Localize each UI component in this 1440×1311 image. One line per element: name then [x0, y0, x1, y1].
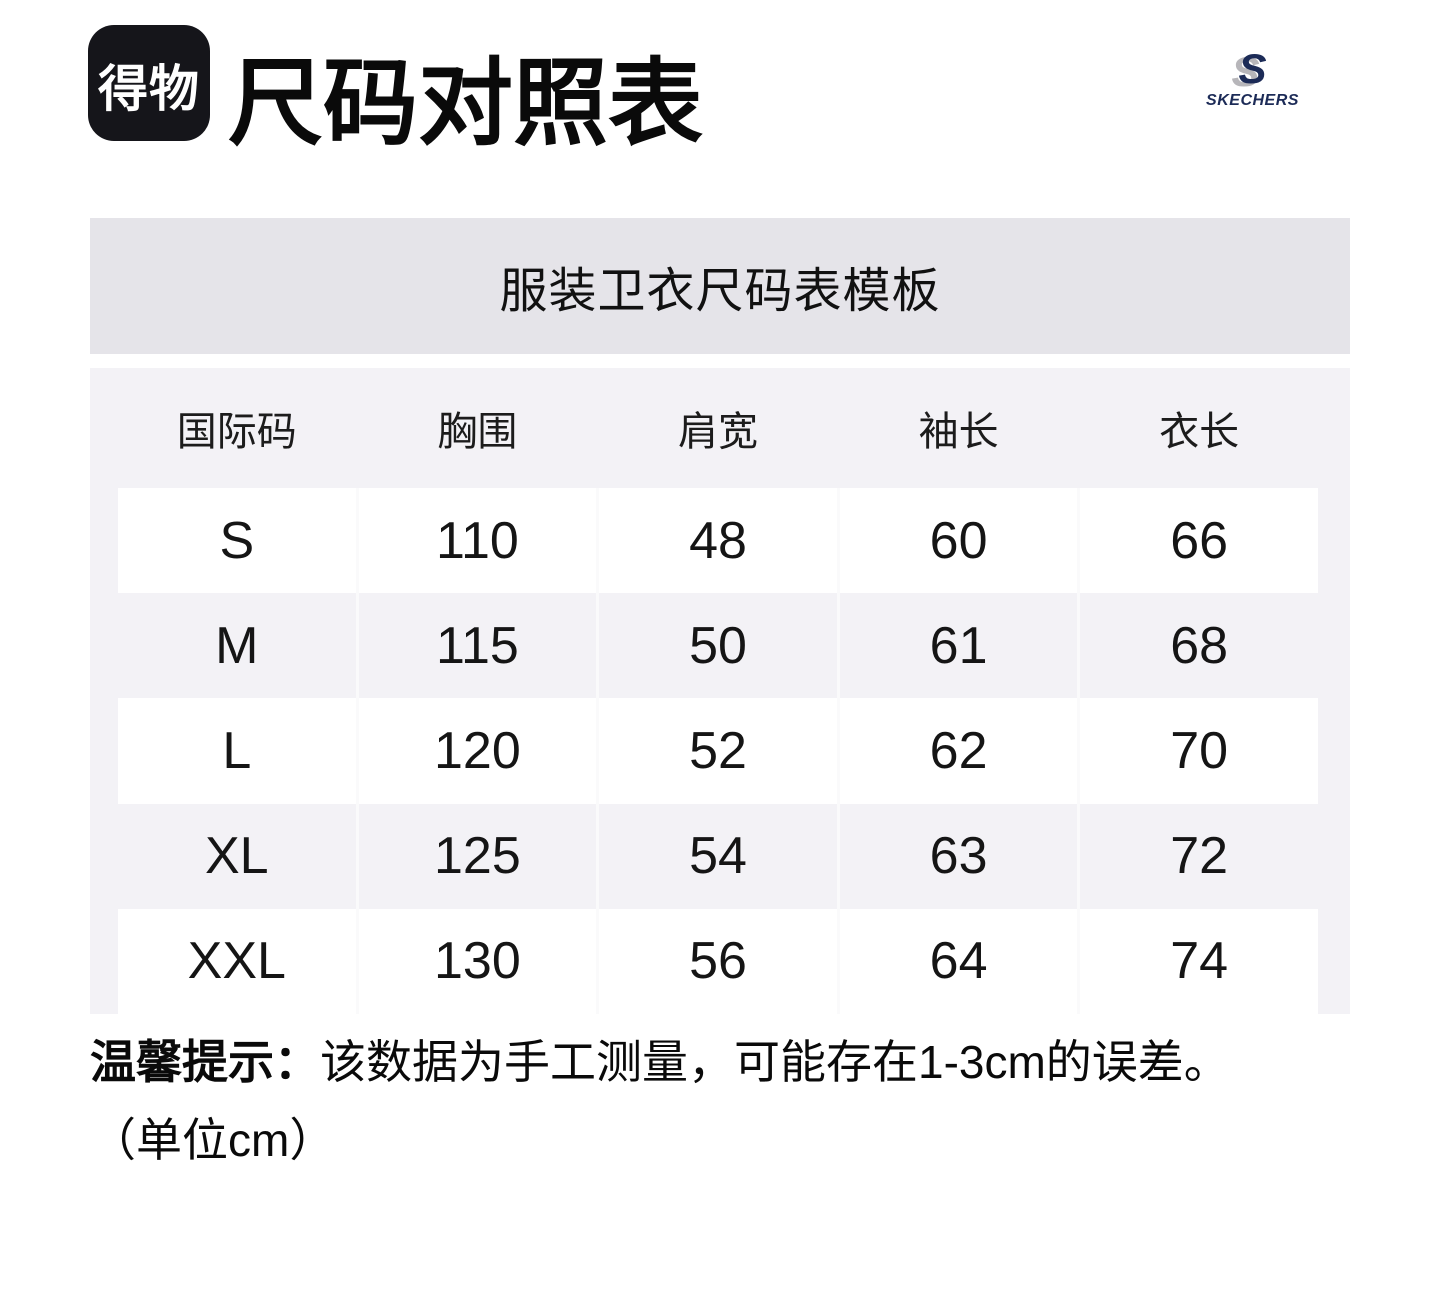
table-cell: 130 — [358, 908, 597, 1014]
table-cell: 120 — [358, 698, 597, 804]
table-cell: 63 — [839, 803, 1078, 909]
dewu-logo: 得物 — [88, 25, 210, 141]
table-cell: 62 — [839, 698, 1078, 804]
column-header-chest: 胸围 — [358, 368, 597, 488]
note-text: 该数据为手工测量，可能存在1-3cm的误差。 — [320, 1036, 1230, 1088]
skechers-s-icon: S S — [1190, 45, 1315, 93]
header: 得物 尺码对照表 S S SKECHERS — [0, 0, 1440, 200]
table-cell: 64 — [839, 908, 1078, 1014]
note: 温馨提示：该数据为手工测量，可能存在1-3cm的误差。 （单位cm） — [90, 1034, 1380, 1168]
table-cell: 125 — [358, 803, 597, 909]
table-cell: 68 — [1080, 593, 1318, 699]
column-header-sleeve: 袖长 — [839, 368, 1078, 488]
table-cell: 54 — [599, 803, 837, 909]
table-cell: 61 — [839, 593, 1078, 699]
table-cell: L — [118, 698, 356, 804]
table-title: 服装卫衣尺码表模板 — [499, 265, 941, 318]
table-cell: XL — [118, 803, 356, 909]
table-cell: 115 — [358, 593, 597, 699]
table-cell: 74 — [1080, 908, 1318, 1014]
column-header-shoulder: 肩宽 — [599, 368, 837, 488]
skechers-logo: S S SKECHERS — [1190, 48, 1315, 110]
table-cell: 50 — [599, 593, 837, 699]
table-cell: 48 — [599, 488, 837, 594]
column-header-length: 衣长 — [1080, 368, 1318, 488]
skechers-s-mark: S — [1238, 45, 1267, 92]
size-table: 国际码 胸围 肩宽 袖长 衣长 S 110 48 60 66 M 115 50 61 68 L 120… — [90, 368, 1350, 1014]
skechers-s-shadow: S — [1231, 48, 1260, 95]
table-cell: 66 — [1080, 488, 1318, 594]
table-cell: M — [118, 593, 356, 699]
table-cell: S — [118, 488, 356, 594]
table-cell: 56 — [599, 908, 837, 1014]
dewu-logo-text: 得物 — [98, 61, 200, 117]
table-cell: 52 — [599, 698, 837, 804]
column-header-size: 国际码 — [118, 368, 356, 488]
table-cell: 72 — [1080, 803, 1318, 909]
table-cell: 110 — [358, 488, 597, 594]
note-unit: （单位cm） — [90, 1114, 336, 1166]
table-title-banner: 服装卫衣尺码表模板 — [90, 218, 1350, 354]
note-line: 温馨提示：该数据为手工测量，可能存在1-3cm的误差。 — [90, 1034, 1380, 1090]
table-cell: 60 — [839, 488, 1078, 594]
note-prefix: 温馨提示： — [90, 1036, 320, 1088]
size-table-grid: 国际码 胸围 肩宽 袖长 衣长 S 110 48 60 66 M 115 50 61 68 L 120… — [118, 368, 1318, 1014]
skechers-wordmark: SKECHERS — [1206, 92, 1299, 109]
table-cell: XXL — [118, 908, 356, 1014]
table-cell: 70 — [1080, 698, 1318, 804]
page-title: 尺码对照表 — [228, 51, 704, 157]
